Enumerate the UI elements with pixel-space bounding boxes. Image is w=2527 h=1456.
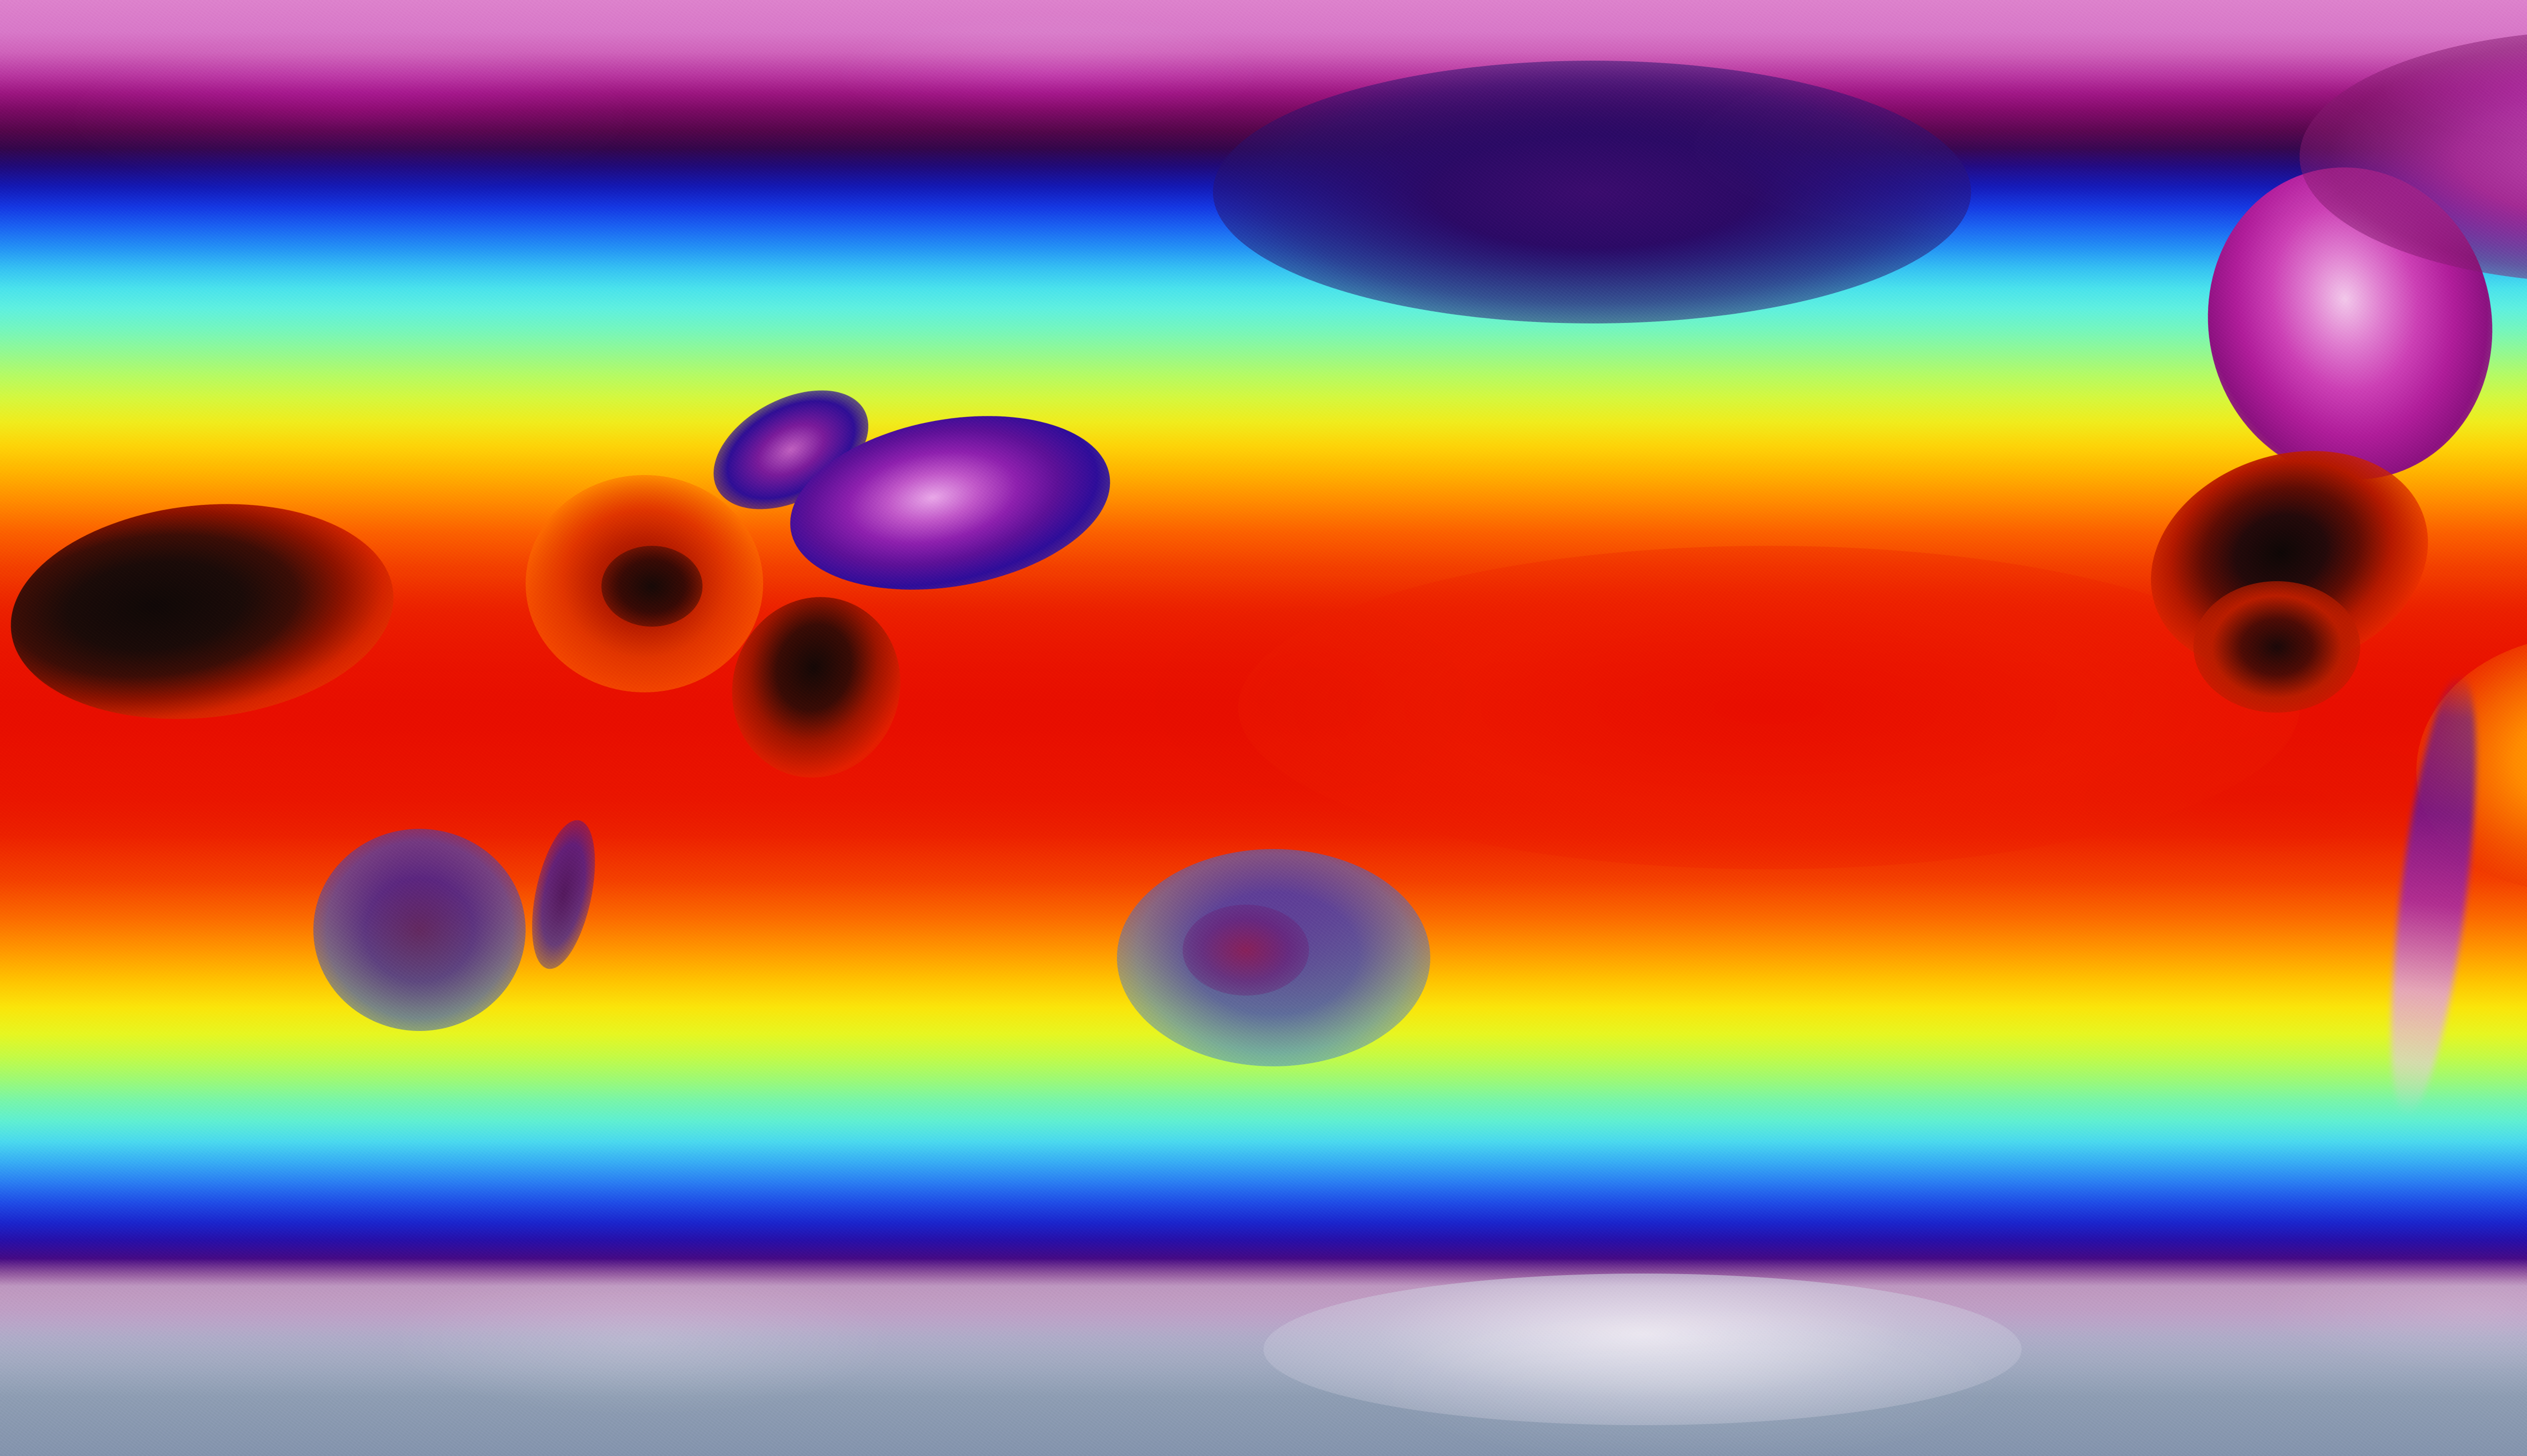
antarctica-ice-sheet	[0, 1258, 2527, 1456]
mexico-hotspot	[2193, 581, 2360, 713]
siberian-arctic-cold-region	[1213, 61, 1971, 323]
equatorial-pacific-warm-pool	[1238, 546, 2300, 869]
arabian-core-hotspot	[601, 546, 703, 627]
antarctic-plateau-core	[1264, 1274, 2022, 1425]
australia-interior-warm-core	[1183, 905, 1309, 996]
southern-africa-cool-region	[313, 829, 526, 1031]
